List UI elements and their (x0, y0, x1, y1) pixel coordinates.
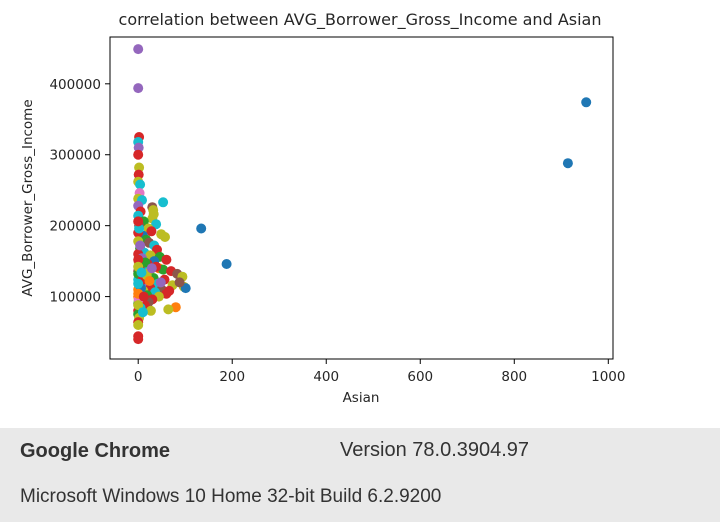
x-tick-label: 1000 (591, 369, 625, 385)
y-tick-label: 100000 (49, 290, 101, 306)
data-point (221, 259, 232, 269)
data-point (174, 277, 185, 288)
x-tick-label: 0 (134, 369, 143, 385)
browser-version: Version 78.0.3904.97 (340, 439, 530, 461)
data-point (170, 302, 181, 313)
y-tick-label: 300000 (49, 148, 101, 164)
data-point (145, 305, 156, 316)
data-point (133, 44, 144, 55)
data-point (133, 254, 144, 265)
x-tick-label: 600 (407, 369, 433, 385)
plot-frame (109, 36, 614, 360)
data-point (160, 232, 170, 242)
data-point (161, 254, 172, 265)
y-tick-label: 400000 (49, 77, 101, 93)
y-tick-label: 200000 (49, 219, 101, 235)
chart-title: correlation between AVG_Borrower_Gross_I… (119, 10, 602, 30)
points-layer (133, 44, 592, 345)
data-point (136, 267, 147, 278)
chart-canvas: correlation between AVG_Borrower_Gross_I… (20, 10, 625, 406)
x-axis: 0 200 400 600 800 1000 (134, 359, 625, 385)
data-point (151, 219, 162, 230)
x-tick-label: 200 (219, 369, 245, 385)
data-point (133, 320, 144, 330)
browser-info-panel: Google Chrome Version 78.0.3904.97 Micro… (0, 428, 720, 522)
data-point (146, 263, 157, 274)
data-point (133, 334, 144, 345)
data-point (581, 97, 592, 108)
data-point (133, 169, 144, 180)
data-point (135, 179, 146, 190)
data-point (144, 276, 155, 286)
x-tick-label: 800 (501, 369, 527, 385)
y-axis-label: AVG_Borrower_Gross_Income (20, 99, 36, 296)
data-point (135, 240, 146, 251)
data-point (137, 307, 148, 318)
x-axis-label: Asian (343, 390, 380, 406)
data-point (196, 223, 207, 234)
data-point (133, 216, 144, 227)
data-point (133, 300, 144, 311)
y-axis: 100000 200000 300000 400000 (49, 77, 110, 306)
data-point (133, 278, 144, 289)
data-point (163, 304, 174, 315)
data-point (134, 162, 145, 173)
data-point (133, 83, 144, 94)
browser-name: Google Chrome (20, 440, 171, 462)
data-point (146, 226, 157, 237)
x-tick-label: 400 (313, 369, 339, 385)
data-point (562, 158, 573, 169)
data-point (133, 142, 144, 153)
data-point (155, 277, 166, 288)
scatter-figure: correlation between AVG_Borrower_Gross_I… (20, 10, 626, 406)
data-point (133, 149, 144, 160)
data-point (158, 197, 169, 208)
data-point (164, 285, 175, 296)
data-point (138, 291, 149, 302)
operating-system: Microsoft Windows 10 Home 32-bit Build 6… (20, 486, 442, 507)
